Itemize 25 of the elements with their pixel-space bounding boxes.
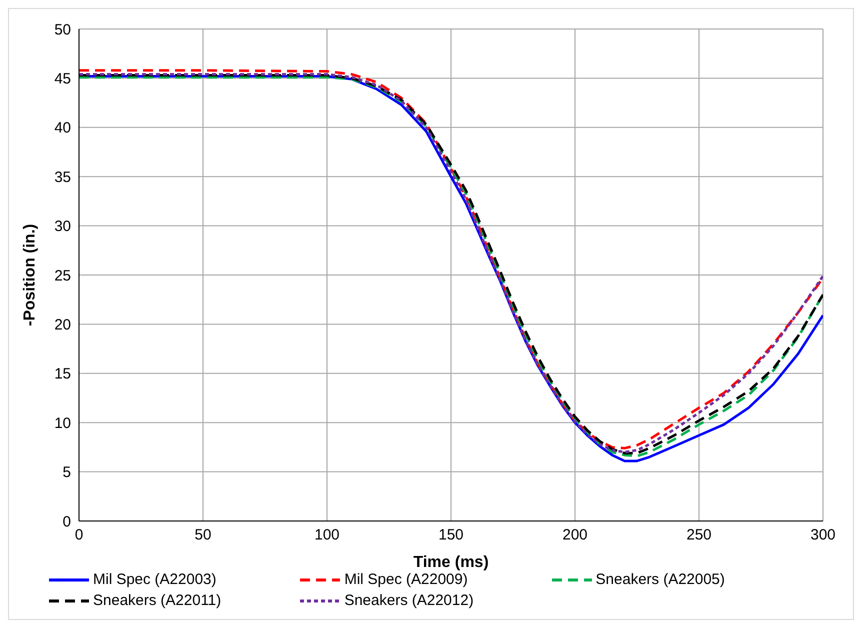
y-tick-label: 0 — [62, 513, 71, 530]
x-tick-label: 0 — [74, 526, 84, 544]
x-tick-label: 250 — [686, 526, 712, 544]
y-tick-label: 50 — [54, 21, 71, 38]
y-tick-label: 20 — [54, 316, 71, 334]
x-tick-label: 150 — [438, 526, 464, 544]
y-tick-label: 25 — [54, 267, 71, 284]
y-tick-label: 10 — [54, 414, 71, 432]
x-tick-label: 200 — [562, 526, 588, 544]
y-tick-label: 40 — [54, 120, 71, 137]
legend-label: Sneakers (A22011) — [93, 592, 222, 609]
x-tick-label: 300 — [810, 526, 836, 544]
y-tick-label: 45 — [54, 70, 71, 88]
y-tick-label: 5 — [62, 464, 71, 482]
x-axis-title: Time (ms) — [413, 554, 489, 571]
legend-label: Mil Spec (A22003) — [93, 571, 216, 588]
y-axis-title: -Position (in.) — [22, 224, 39, 326]
y-tick-label: 30 — [54, 218, 71, 236]
x-tick-label: 50 — [194, 526, 212, 544]
legend-label: Sneakers (A22012) — [344, 592, 474, 609]
x-tick-label: 100 — [314, 526, 340, 544]
y-tick-label: 15 — [54, 366, 71, 383]
legend-label: Sneakers (A22005) — [596, 571, 725, 588]
y-tick-label: 35 — [54, 168, 71, 186]
legend-label: Mil Spec (A22009) — [344, 571, 468, 588]
